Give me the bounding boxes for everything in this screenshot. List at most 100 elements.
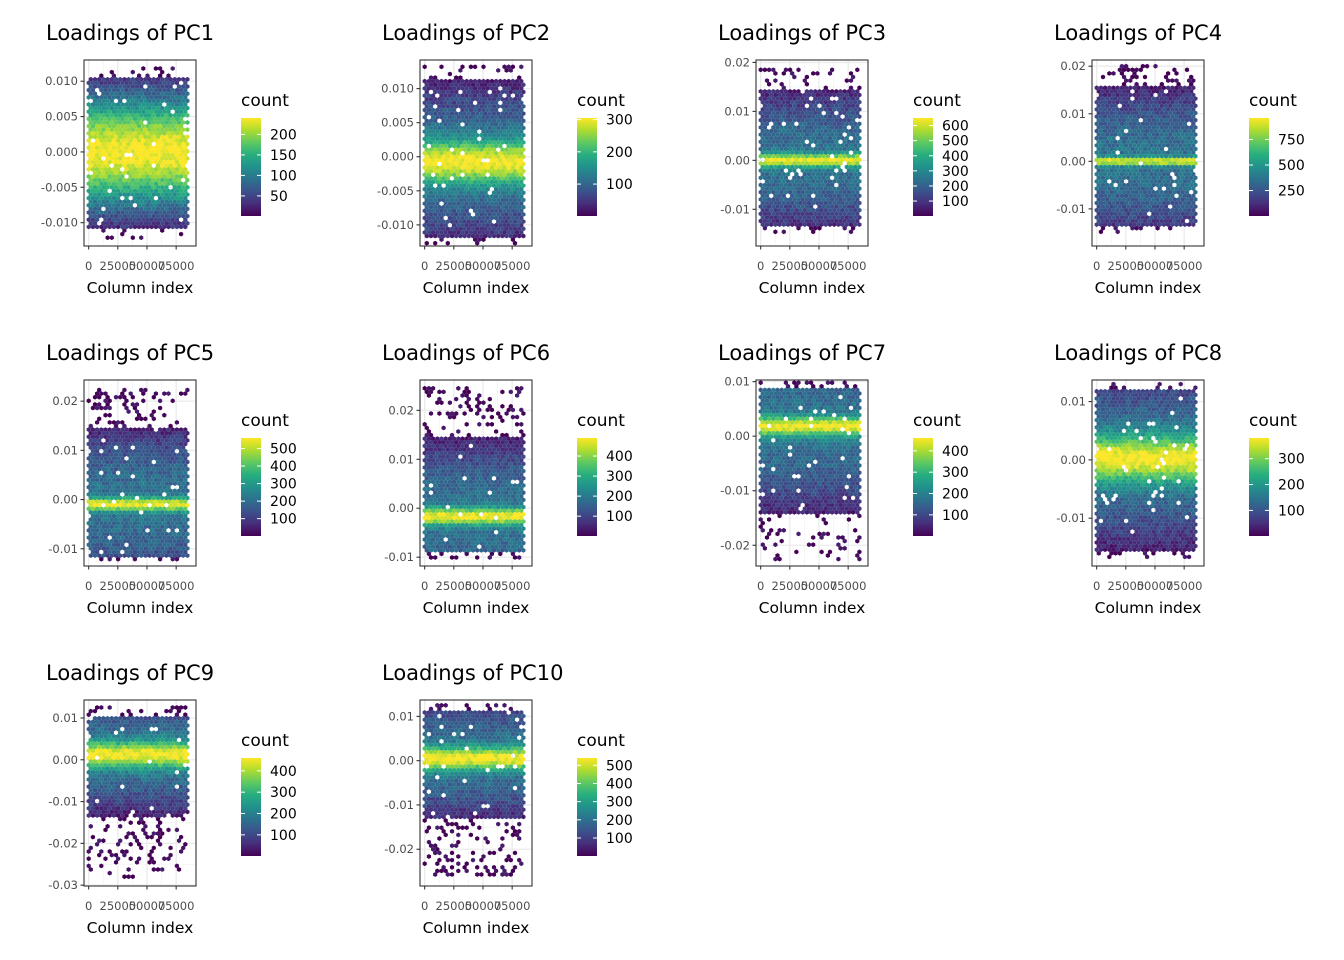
hexbin-cell (132, 152, 137, 158)
hexbin-cell (771, 96, 776, 101)
hexbin-cell (855, 146, 860, 152)
hexbin-cell (769, 107, 774, 112)
hexbin-cell (424, 204, 429, 210)
hexbin-cell (118, 213, 123, 219)
hexbin-cell (111, 116, 116, 122)
hexbin-cell (802, 128, 807, 134)
hexbin-cell (428, 226, 434, 232)
hexbin-cell (783, 161, 788, 166)
hexbin-cell (494, 186, 499, 192)
hexbin-cell (122, 91, 127, 97)
hexbin-cell (424, 104, 429, 109)
hexbin-cell (781, 164, 786, 170)
hexbin-cell (853, 128, 858, 134)
hexbin-cell (811, 157, 816, 163)
hexbin-cell (758, 89, 763, 94)
hexbin-cell (162, 87, 167, 93)
hexbin-cell (481, 215, 486, 221)
hexbin-cell (145, 80, 150, 86)
hexbin-cell (779, 103, 784, 109)
legend-colorbar (241, 118, 261, 216)
hexbin-cell (489, 222, 494, 228)
hexbin-cell (464, 165, 469, 170)
hexbin-cell (481, 208, 486, 214)
hexbin-cell (506, 172, 511, 178)
hexbin-cell (95, 152, 100, 158)
hexbin-cell (111, 224, 116, 230)
hexbin-cell (90, 123, 95, 129)
hexbin-cell (143, 127, 148, 133)
hexbin-cell (762, 117, 767, 123)
hexbin-cell (164, 199, 169, 205)
hexbin-cell (113, 177, 119, 183)
hexbin-cell (105, 105, 110, 111)
hexbin-cell (519, 114, 524, 120)
hexbin-cell (160, 127, 165, 133)
hexbin-cell (821, 168, 826, 173)
hexbin-cell (504, 183, 509, 188)
hexbin-cell (126, 206, 131, 212)
hexbin-cell (806, 164, 812, 170)
hexbin-cell (769, 171, 774, 177)
hexbin-cell (475, 82, 480, 88)
hexbin-cell (172, 105, 177, 111)
hexbin-cell (825, 96, 830, 101)
hexbin-cell (817, 153, 822, 159)
hexbin-cell (172, 127, 177, 133)
hexbin-cell (477, 208, 482, 214)
hexbin-cell (120, 130, 125, 136)
hexbin-cell (777, 92, 782, 98)
hexbin-cell (164, 134, 169, 140)
hexbin-cell (128, 210, 133, 215)
hexbin-cell (126, 84, 131, 89)
hexbin-cell (510, 143, 515, 149)
hexbin-cell (113, 192, 119, 197)
hexbin-cell (431, 107, 436, 113)
hexbin-cell (458, 161, 463, 167)
hexbin-cell (101, 199, 106, 205)
hexbin-cell (147, 91, 152, 97)
hexbin-cell (479, 82, 484, 88)
hexbin-cell (470, 176, 476, 181)
hexbin-cell (821, 161, 826, 166)
hexbin-cell (460, 186, 465, 192)
hexbin-cell (790, 150, 795, 155)
hexbin-cell (475, 183, 480, 188)
hexbin-cell (128, 102, 133, 107)
hexbin-cell (179, 116, 184, 122)
hexbin-cell (853, 92, 858, 98)
hexbin-cell (428, 111, 434, 116)
hexbin-cell (141, 94, 146, 100)
hexbin-cell (445, 161, 450, 167)
hexbin-cell (134, 120, 140, 125)
hexbin-cell (141, 195, 146, 201)
hexbin-cell (130, 76, 135, 82)
hexbin-cell (762, 110, 767, 116)
hexbin-cell (166, 210, 171, 215)
hexbin-cell (97, 76, 102, 82)
legend-tick-label: 400 (942, 149, 969, 165)
hexbin-cell (166, 188, 171, 194)
hexbin-cell (435, 158, 440, 163)
hexbin-cell (792, 96, 797, 101)
hexbin-cell (508, 68, 513, 73)
hexbin-cell (794, 164, 799, 170)
hexbin-cell (160, 170, 165, 176)
hexbin-cell (811, 135, 816, 141)
hexbin-cell (109, 199, 114, 205)
hexbin-cell (473, 150, 478, 156)
hexbin-cell (109, 98, 114, 104)
hexbin-cell (464, 215, 469, 221)
hexbin-cell (487, 140, 492, 145)
hexbin-cell (817, 89, 822, 94)
hexbin-cell (441, 226, 446, 232)
hexbin-cell (853, 150, 858, 155)
hexbin-cell (788, 110, 793, 116)
hexbin-cell (439, 150, 444, 156)
hexbin-cell (811, 71, 816, 76)
hexbin-cell (105, 91, 110, 97)
hexbin-cell (485, 194, 490, 199)
hexbin-cell (785, 121, 791, 127)
hexbin-cell (454, 154, 459, 160)
